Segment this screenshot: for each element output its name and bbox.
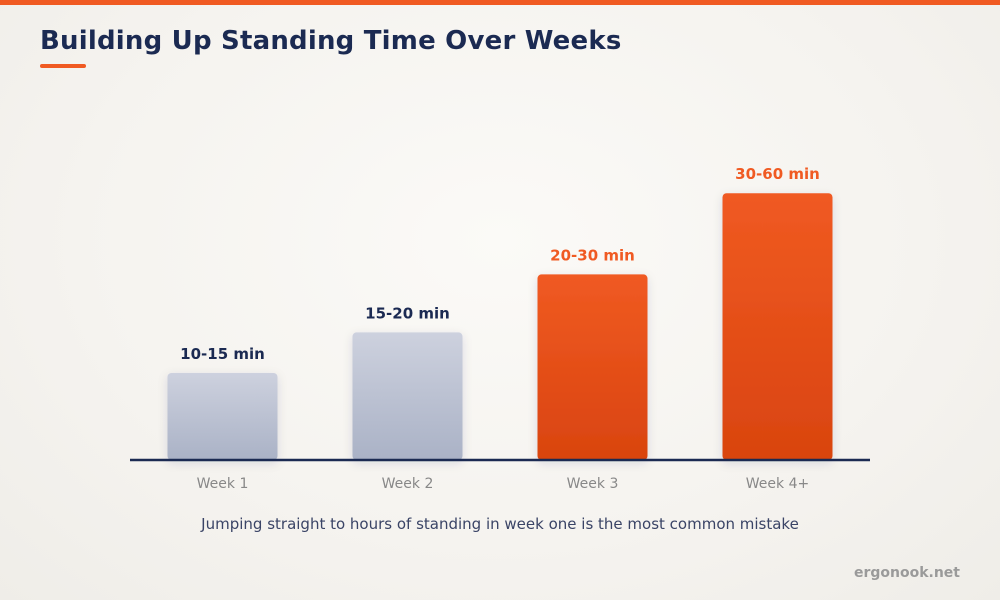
x-tick-label-1: Week 1 <box>197 476 249 492</box>
x-tick-label-3: Week 3 <box>567 476 619 492</box>
x-tick-label-2: Week 2 <box>382 476 434 492</box>
page-title: Building Up Standing Time Over Weeks <box>40 26 622 56</box>
bars-group <box>167 193 833 460</box>
labels-group: 10-15 min Week 1 15-20 min Week 2 20-30 min W… <box>180 165 820 492</box>
data-label-4: 30-60 min <box>735 165 820 183</box>
bar-2 <box>352 332 463 460</box>
bar-4 <box>722 193 833 460</box>
site-watermark: ergonook.net <box>853 565 960 581</box>
chart-caption: Jumping straight to hours of standing in… <box>201 515 799 533</box>
bar-3 <box>537 274 648 460</box>
data-label-3: 20-30 min <box>550 246 635 264</box>
data-label-2: 15-20 min <box>365 304 450 322</box>
data-label-1: 10-15 min <box>180 345 265 363</box>
title-underline <box>40 64 86 68</box>
top-accent-stripe <box>0 0 1000 5</box>
bar-1 <box>167 373 278 460</box>
x-tick-label-4: Week 4+ <box>746 476 809 492</box>
